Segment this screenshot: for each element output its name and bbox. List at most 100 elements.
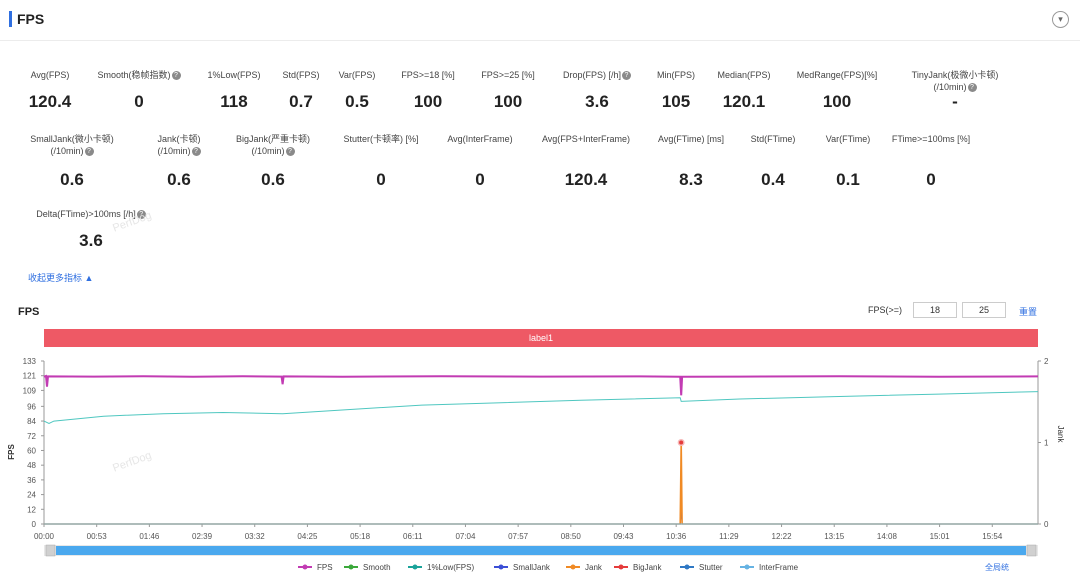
x-tick-label: 11:29	[719, 532, 739, 541]
help-icon[interactable]: ?	[967, 83, 977, 93]
metric-label: Avg(FPS+InterFrame)	[541, 134, 631, 144]
y2-tick-label: 0	[1044, 520, 1049, 529]
label-band[interactable]: label1	[44, 329, 1038, 347]
metric-value: -	[952, 92, 958, 111]
metric-label: Min(FPS)	[657, 70, 695, 80]
y2-tick-label: 1	[1044, 439, 1049, 448]
metric-2: BigJank(严重卡顿) (/10min)? 0.6	[193, 133, 353, 189]
x-tick-label: 00:00	[34, 532, 55, 541]
legend-marker	[744, 564, 750, 570]
title-accent-bar	[9, 11, 12, 27]
y-tick-label: 24	[27, 491, 36, 500]
x-tick-label: 05:18	[350, 532, 371, 541]
scroll-label[interactable]: 全局统	[985, 562, 1009, 572]
metric-7: Std(FTime) 0.4	[693, 133, 853, 189]
metric-2: 1%Low(FPS) 118	[154, 69, 314, 111]
help-icon[interactable]: ?	[622, 71, 631, 81]
metric-0: Avg(FPS) 120.4	[0, 69, 130, 111]
legend-marker	[570, 564, 576, 570]
metric-5: FPS>=18 [%] 100	[348, 69, 508, 111]
legend-marker	[498, 564, 504, 570]
x-tick-label: 15:01	[930, 532, 951, 541]
help-icon[interactable]: ?	[191, 147, 201, 157]
legend-item: SmallJank	[513, 563, 551, 572]
metric-value: 100	[493, 92, 523, 111]
metric-label: Std(FTime)	[750, 134, 796, 144]
help-icon[interactable]: ?	[136, 210, 146, 220]
metric-8: Var(FTime) 0.1	[768, 133, 928, 189]
metric-0: Delta(FTime)>100ms [/h]? 3.6	[11, 208, 171, 250]
metric-label: 1%Low(FPS)	[207, 70, 261, 80]
watermark: PerfDog	[111, 449, 154, 475]
y-tick-label: 133	[23, 357, 37, 366]
x-tick-label: 10:36	[666, 532, 687, 541]
metric-11: TinyJank(极微小卡顿) (/10min)? -	[875, 69, 1035, 111]
metric-label: Smooth(稳帧指数)?	[59, 69, 219, 81]
metric-9: FTime>=100ms [%] 0	[851, 133, 1011, 189]
fps-threshold-label: FPS(>=)	[868, 305, 903, 315]
x-tick-label: 04:25	[297, 532, 318, 541]
metric-value: 100	[413, 92, 443, 111]
metric-label: MedRange(FPS)[%]	[796, 70, 878, 80]
y-tick-label: 96	[27, 402, 36, 411]
x-tick-label: 12:22	[772, 532, 793, 541]
metric-value: 0	[475, 170, 485, 189]
help-icon[interactable]: ?	[171, 71, 181, 81]
metric-7: Drop(FPS) [/h]? 3.6	[517, 69, 677, 111]
legend-item: Jank	[585, 563, 603, 572]
y-tick-label: 121	[23, 372, 37, 381]
timeline-scrollbar-left-handle[interactable]	[45, 544, 56, 557]
legend-item: FPS	[317, 563, 333, 572]
fps-threshold-input-1[interactable]: 18	[913, 302, 957, 318]
metric-value: 0.5	[345, 92, 369, 111]
series-1-low-fps-	[43, 391, 1039, 425]
metric-label: FTime>=100ms [%]	[891, 134, 971, 144]
legend-marker	[348, 564, 354, 570]
y-tick-label: 12	[27, 505, 36, 514]
x-tick-label: 02:39	[192, 532, 213, 541]
chart-title: FPS	[18, 306, 40, 318]
metric-value: 120.4	[28, 92, 72, 111]
help-icon[interactable]: ?	[84, 147, 94, 157]
x-tick-label: 03:32	[245, 532, 266, 541]
fps-threshold-input-2[interactable]: 25	[962, 302, 1006, 318]
metric-6: FPS>=25 [%] 100	[428, 69, 588, 111]
legend-item: InterFrame	[759, 563, 799, 572]
metric-9: Median(FPS) 120.1	[664, 69, 824, 111]
series-bigjank-halo	[677, 439, 685, 446]
metric-value: 0	[376, 170, 386, 189]
metric-value: 3.6	[585, 92, 609, 111]
x-tick-label: 09:43	[613, 532, 634, 541]
timeline-scrollbar-thumb[interactable]	[56, 546, 1026, 555]
y-tick-label: 48	[27, 461, 36, 470]
y2-axis-label: Jank	[1056, 426, 1065, 444]
x-tick-label: 07:57	[508, 532, 529, 541]
metric-label: TinyJank(极微小卡顿) (/10min)?	[911, 70, 999, 93]
metric-value: 118	[220, 92, 248, 111]
timeline-scrollbar-track[interactable]	[44, 545, 1038, 556]
series-fps	[43, 374, 1039, 396]
x-tick-label: 14:08	[877, 532, 898, 541]
metric-label: Delta(FTime)>100ms [/h]?	[11, 208, 171, 220]
metric-label: Avg(FPS)	[30, 70, 70, 80]
reset-link[interactable]: 重置	[1019, 307, 1038, 317]
metric-4: Avg(InterFrame) 0	[400, 133, 560, 189]
metric-label: Stutter(卡顿率) [%]	[343, 134, 419, 144]
legend-marker	[412, 564, 418, 570]
collapse-chevron-icon[interactable]: ▾	[1052, 11, 1069, 28]
x-tick-label: 13:15	[824, 532, 845, 541]
metric-10: MedRange(FPS)[%] 100	[757, 69, 917, 111]
timeline-scrollbar-right-handle[interactable]	[1026, 544, 1037, 557]
metric-value: 0.6	[60, 170, 84, 189]
metric-value: 0	[926, 170, 936, 189]
metric-3: Std(FPS) 0.7	[221, 69, 381, 111]
toggle-more-metrics-link[interactable]: 收起更多指标 ▲	[28, 273, 94, 283]
series-bigjank-point	[679, 440, 684, 445]
metric-value: 120.1	[722, 92, 766, 111]
help-icon[interactable]: ?	[285, 147, 295, 157]
page-header: FPS ▾	[0, 0, 1080, 41]
metric-6: Avg(FTime) [ms] 8.3	[611, 133, 771, 189]
legend-item: BigJank	[633, 563, 662, 572]
y-tick-label: 84	[27, 417, 36, 426]
x-tick-label: 08:50	[561, 532, 582, 541]
